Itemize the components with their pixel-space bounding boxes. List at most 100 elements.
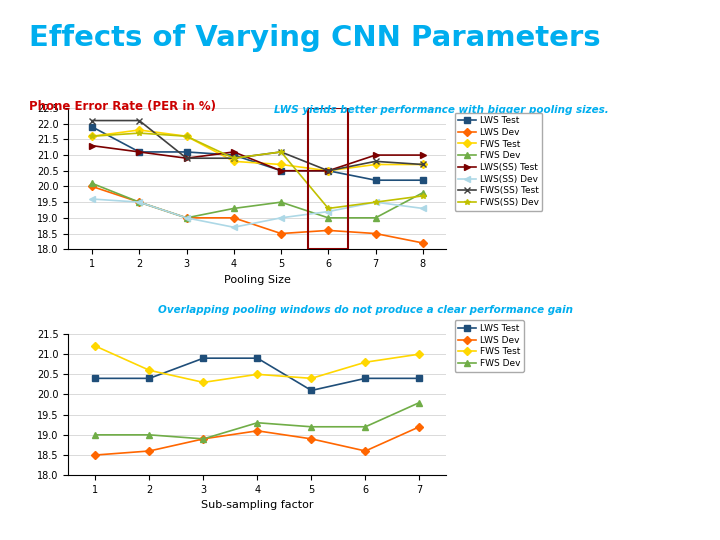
Line: FWS Dev: FWS Dev [93, 400, 422, 442]
Line: FWS Test: FWS Test [89, 127, 426, 173]
FWS Dev [230, 205, 238, 212]
FWS(SS) Test [372, 158, 380, 165]
FWS(SS) Dev [88, 133, 96, 139]
LWS(SS) Test [182, 155, 191, 161]
Legend: LWS Test, LWS Dev, FWS Test, FWS Dev, LWS(SS) Test, LWS(SS) Dev, FWS(SS) Test, F: LWS Test, LWS Dev, FWS Test, FWS Dev, LW… [454, 112, 542, 211]
LWS Dev [182, 214, 191, 221]
LWS Test [307, 387, 315, 394]
Text: Convolutional Neural Networks For Speech Recognition | Page  57: Convolutional Neural Networks For Speech… [18, 515, 406, 528]
LWS(SS) Dev [372, 199, 380, 205]
LWS(SS) Test [88, 143, 96, 149]
Bar [308, 108, 348, 249]
FWS(SS) Dev [230, 155, 238, 161]
Line: LWS Dev: LWS Dev [89, 184, 426, 246]
FWS(SS) Test [276, 148, 285, 155]
X-axis label: Pooling Size: Pooling Size [224, 274, 291, 285]
LWS Dev [276, 230, 285, 237]
FWS Test [253, 371, 262, 377]
FWS Dev [418, 190, 427, 196]
Text: Effects of Varying CNN Parameters: Effects of Varying CNN Parameters [29, 24, 600, 52]
LWS(SS) Dev [418, 205, 427, 212]
Line: LWS Dev: LWS Dev [93, 424, 422, 458]
FWS Dev [324, 214, 333, 221]
LWS Dev [199, 436, 208, 442]
Line: LWS Test: LWS Test [89, 124, 426, 183]
FWS(SS) Test [182, 155, 191, 161]
FWS(SS) Test [324, 167, 333, 174]
LWS Dev [91, 452, 99, 458]
FWS(SS) Test [88, 117, 96, 124]
LWS(SS) Test [276, 167, 285, 174]
LWS(SS) Test [135, 148, 143, 155]
FWS(SS) Test [135, 117, 143, 124]
FWS(SS) Dev [276, 148, 285, 155]
LWS Test [91, 375, 99, 382]
LWS Test [324, 167, 333, 174]
Line: FWS(SS) Test: FWS(SS) Test [89, 118, 426, 173]
FWS Test [145, 367, 154, 374]
Line: FWS Dev: FWS Dev [89, 180, 426, 221]
LWS(SS) Test [324, 167, 333, 174]
FWS Test [199, 379, 208, 386]
LWS Dev [418, 240, 427, 246]
Line: FWS(SS) Dev: FWS(SS) Dev [89, 130, 426, 211]
Line: FWS Test: FWS Test [93, 343, 422, 385]
LWS(SS) Dev [324, 208, 333, 215]
FWS Test [372, 161, 380, 168]
LWS(SS) Dev [230, 224, 238, 231]
FWS Test [415, 351, 423, 357]
LWS(SS) Test [230, 148, 238, 155]
LWS Dev [415, 423, 423, 430]
FWS Dev [135, 199, 143, 205]
FWS Test [230, 158, 238, 165]
LWS Test [276, 167, 285, 174]
FWS Test [276, 161, 285, 168]
FWS Dev [91, 431, 99, 438]
FWS Test [91, 343, 99, 349]
FWS(SS) Dev [182, 133, 191, 139]
Line: LWS Test: LWS Test [93, 355, 422, 393]
Text: Phone Error Rate (PER in %): Phone Error Rate (PER in %) [29, 100, 216, 113]
FWS(SS) Dev [372, 199, 380, 205]
FWS Dev [276, 199, 285, 205]
FWS(SS) Dev [418, 193, 427, 199]
Text: Overlapping pooling windows do not produce a clear performance gain: Overlapping pooling windows do not produ… [158, 305, 573, 315]
LWS Test [135, 148, 143, 155]
LWS Test [372, 177, 380, 184]
LWS(SS) Dev [88, 196, 96, 202]
LWS Test [145, 375, 154, 382]
FWS(SS) Dev [324, 205, 333, 212]
LWS Dev [324, 227, 333, 234]
LWS Test [415, 375, 423, 382]
FWS Test [324, 167, 333, 174]
LWS Test [230, 152, 238, 158]
X-axis label: Sub-sampling factor: Sub-sampling factor [201, 501, 314, 510]
FWS Test [182, 133, 191, 139]
FWS Test [418, 161, 427, 168]
FWS(SS) Test [418, 161, 427, 168]
LWS(SS) Dev [135, 199, 143, 205]
LWS Dev [135, 199, 143, 205]
LWS Dev [88, 183, 96, 190]
FWS Dev [253, 420, 262, 426]
LWS Test [88, 124, 96, 130]
FWS Test [88, 133, 96, 139]
FWS Dev [307, 423, 315, 430]
LWS(SS) Dev [182, 214, 191, 221]
LWS Dev [361, 448, 370, 454]
LWS(SS) Dev [276, 214, 285, 221]
LWS Dev [230, 214, 238, 221]
LWS Test [199, 355, 208, 361]
FWS Dev [88, 180, 96, 186]
LWS Test [418, 177, 427, 184]
FWS(SS) Test [230, 155, 238, 161]
LWS Test [253, 355, 262, 361]
LWS Test [361, 375, 370, 382]
Text: LWS yields better performance with bigger pooling sizes.: LWS yields better performance with bigge… [274, 105, 608, 116]
Line: LWS(SS) Test: LWS(SS) Test [89, 143, 426, 173]
FWS Dev [145, 431, 154, 438]
FWS(SS) Dev [135, 130, 143, 136]
LWS Dev [253, 428, 262, 434]
FWS Test [307, 375, 315, 382]
Line: LWS(SS) Dev: LWS(SS) Dev [89, 196, 426, 230]
